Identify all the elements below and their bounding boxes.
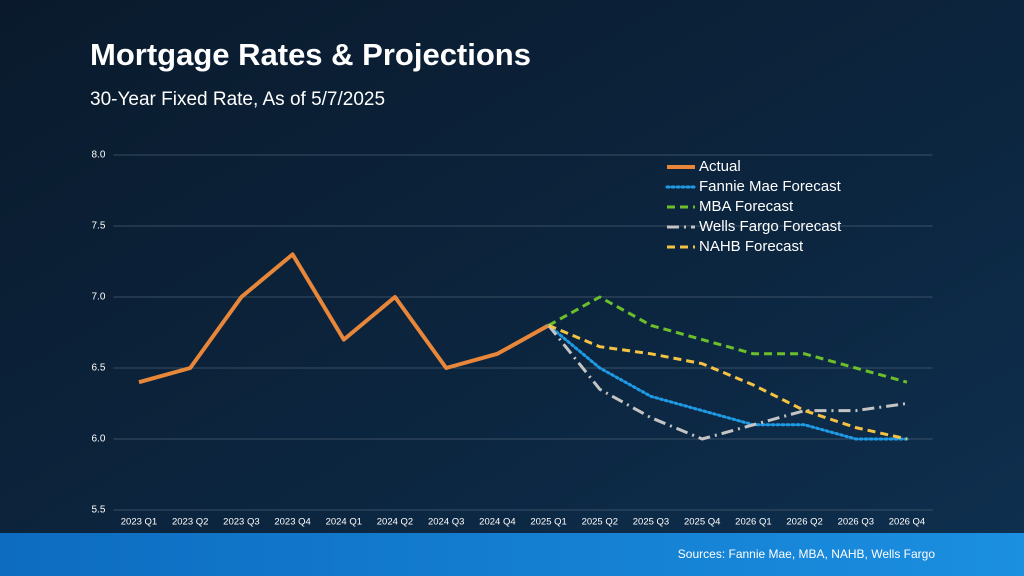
x-tick-label: 2024 Q1 bbox=[326, 517, 362, 528]
chart-subtitle: 30-Year Fixed Rate, As of 5/7/2025 bbox=[90, 89, 385, 110]
x-tick-label: 2025 Q1 bbox=[530, 517, 566, 528]
x-tick-label: 2025 Q2 bbox=[582, 517, 618, 528]
chart-title: Mortgage Rates & Projections bbox=[90, 37, 531, 72]
y-tick-label: 7.0 bbox=[91, 292, 105, 303]
series-line bbox=[547, 324, 908, 441]
x-tick-label: 2023 Q4 bbox=[274, 517, 310, 528]
x-tick-label: 2026 Q1 bbox=[735, 517, 771, 528]
x-tick-label: 2026 Q2 bbox=[786, 517, 822, 528]
y-tick-label: 6.5 bbox=[91, 363, 105, 374]
x-tick-label: 2026 Q4 bbox=[889, 517, 925, 528]
legend-label: MBA Forecast bbox=[699, 198, 794, 215]
x-tick-label: 2023 Q2 bbox=[172, 517, 208, 528]
x-tick-label: 2024 Q2 bbox=[377, 517, 413, 528]
y-tick-label: 7.5 bbox=[91, 221, 105, 232]
series-line bbox=[547, 323, 909, 441]
series-line bbox=[138, 252, 550, 385]
x-tick-label: 2025 Q3 bbox=[633, 517, 669, 528]
x-tick-label: 2024 Q4 bbox=[479, 517, 515, 528]
series-line bbox=[548, 324, 908, 441]
x-tick-label: 2023 Q3 bbox=[223, 517, 259, 528]
legend-label: Wells Fargo Forecast bbox=[699, 218, 842, 235]
legend-label: Actual bbox=[699, 158, 741, 175]
x-tick-label: 2026 Q3 bbox=[838, 517, 874, 528]
y-tick-label: 5.5 bbox=[91, 505, 105, 516]
legend-label: Fannie Mae Forecast bbox=[699, 178, 842, 195]
x-tick-label: 2023 Q1 bbox=[121, 517, 157, 528]
x-tick-label: 2024 Q3 bbox=[428, 517, 464, 528]
footer-band bbox=[0, 533, 1024, 576]
legend-label: NAHB Forecast bbox=[699, 238, 804, 255]
y-tick-label: 6.0 bbox=[91, 434, 105, 445]
series-line bbox=[547, 295, 908, 384]
source-note: Sources: Fannie Mae, MBA, NAHB, Wells Fa… bbox=[678, 547, 936, 561]
x-tick-label: 2025 Q4 bbox=[684, 517, 720, 528]
y-tick-label: 8.0 bbox=[91, 150, 105, 161]
